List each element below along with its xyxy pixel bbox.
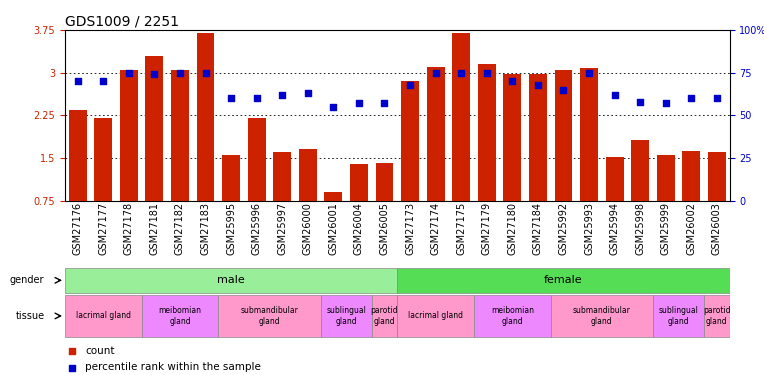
Bar xyxy=(350,164,368,201)
Point xyxy=(659,100,672,106)
Bar xyxy=(682,151,701,201)
Point xyxy=(353,100,365,106)
Bar xyxy=(196,33,215,201)
Bar xyxy=(653,295,704,337)
Text: sublingual
gland: sublingual gland xyxy=(659,306,698,326)
Bar xyxy=(452,33,470,201)
Point xyxy=(174,70,186,76)
Text: sublingual
gland: sublingual gland xyxy=(326,306,366,326)
Text: lacrimal gland: lacrimal gland xyxy=(408,311,463,320)
Bar xyxy=(704,295,730,337)
Point xyxy=(148,71,160,77)
Bar xyxy=(529,74,547,201)
Text: GDS1009 / 2251: GDS1009 / 2251 xyxy=(65,15,179,29)
Point xyxy=(72,78,84,84)
Bar xyxy=(580,68,598,201)
Point xyxy=(251,95,263,101)
Point xyxy=(66,364,78,370)
Point xyxy=(97,78,109,84)
Bar xyxy=(551,295,653,337)
Bar xyxy=(171,70,189,201)
Point xyxy=(429,70,442,76)
Bar xyxy=(65,268,397,293)
Point xyxy=(455,70,468,76)
Bar xyxy=(606,157,623,201)
Bar xyxy=(478,64,496,201)
Bar xyxy=(555,70,572,201)
Bar xyxy=(657,155,675,201)
Point xyxy=(199,70,212,76)
Bar xyxy=(397,295,474,337)
Bar xyxy=(426,67,445,201)
Text: gender: gender xyxy=(10,275,44,285)
Point xyxy=(404,82,416,88)
Bar xyxy=(94,118,112,201)
Text: meibomian
gland: meibomian gland xyxy=(490,306,534,326)
Bar xyxy=(219,295,321,337)
Text: male: male xyxy=(217,275,245,285)
Point xyxy=(583,70,595,76)
Point xyxy=(608,92,620,98)
Point xyxy=(634,99,646,105)
Point xyxy=(276,92,288,98)
Bar xyxy=(321,295,372,337)
Text: meibomian
gland: meibomian gland xyxy=(158,306,202,326)
Point xyxy=(532,82,544,88)
Bar xyxy=(299,149,317,201)
Bar xyxy=(69,110,86,201)
Bar xyxy=(274,152,291,201)
Text: lacrimal gland: lacrimal gland xyxy=(76,311,131,320)
Text: count: count xyxy=(85,346,115,355)
Bar xyxy=(397,268,730,293)
Point xyxy=(481,70,493,76)
Text: submandibular
gland: submandibular gland xyxy=(573,306,631,326)
Bar xyxy=(631,140,649,201)
Bar xyxy=(222,155,240,201)
Point xyxy=(378,100,390,106)
Bar xyxy=(372,295,397,337)
Bar xyxy=(65,295,141,337)
Point xyxy=(225,95,238,101)
Point xyxy=(327,104,339,110)
Bar xyxy=(120,70,138,201)
Bar xyxy=(376,162,393,201)
Text: parotid
gland: parotid gland xyxy=(703,306,730,326)
Point xyxy=(711,95,723,101)
Point xyxy=(66,348,78,354)
Bar xyxy=(141,295,219,337)
Text: female: female xyxy=(544,275,583,285)
Point xyxy=(302,90,314,96)
Text: tissue: tissue xyxy=(15,311,44,321)
Bar xyxy=(474,295,551,337)
Bar xyxy=(145,56,163,201)
Point xyxy=(685,95,698,101)
Bar xyxy=(708,152,726,201)
Bar xyxy=(503,74,521,201)
Text: parotid
gland: parotid gland xyxy=(371,306,398,326)
Text: percentile rank within the sample: percentile rank within the sample xyxy=(85,363,261,372)
Point xyxy=(507,78,519,84)
Text: submandibular
gland: submandibular gland xyxy=(241,306,299,326)
Bar xyxy=(325,192,342,201)
Point xyxy=(558,87,570,93)
Point xyxy=(123,70,135,76)
Bar xyxy=(248,118,266,201)
Bar xyxy=(401,81,419,201)
